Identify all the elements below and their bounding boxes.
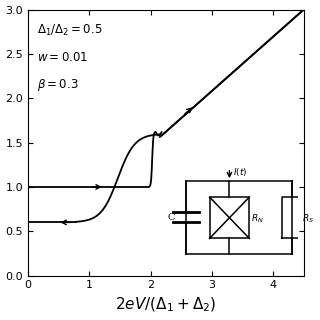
Text: $\beta = 0.3$: $\beta = 0.3$ (37, 76, 79, 92)
X-axis label: $2eV/(\Delta_1+\Delta_2)$: $2eV/(\Delta_1+\Delta_2)$ (115, 296, 217, 315)
Text: $\Delta_1/\Delta_2 = 0.5$: $\Delta_1/\Delta_2 = 0.5$ (37, 23, 103, 38)
Text: $w = 0.01$: $w = 0.01$ (37, 51, 88, 64)
